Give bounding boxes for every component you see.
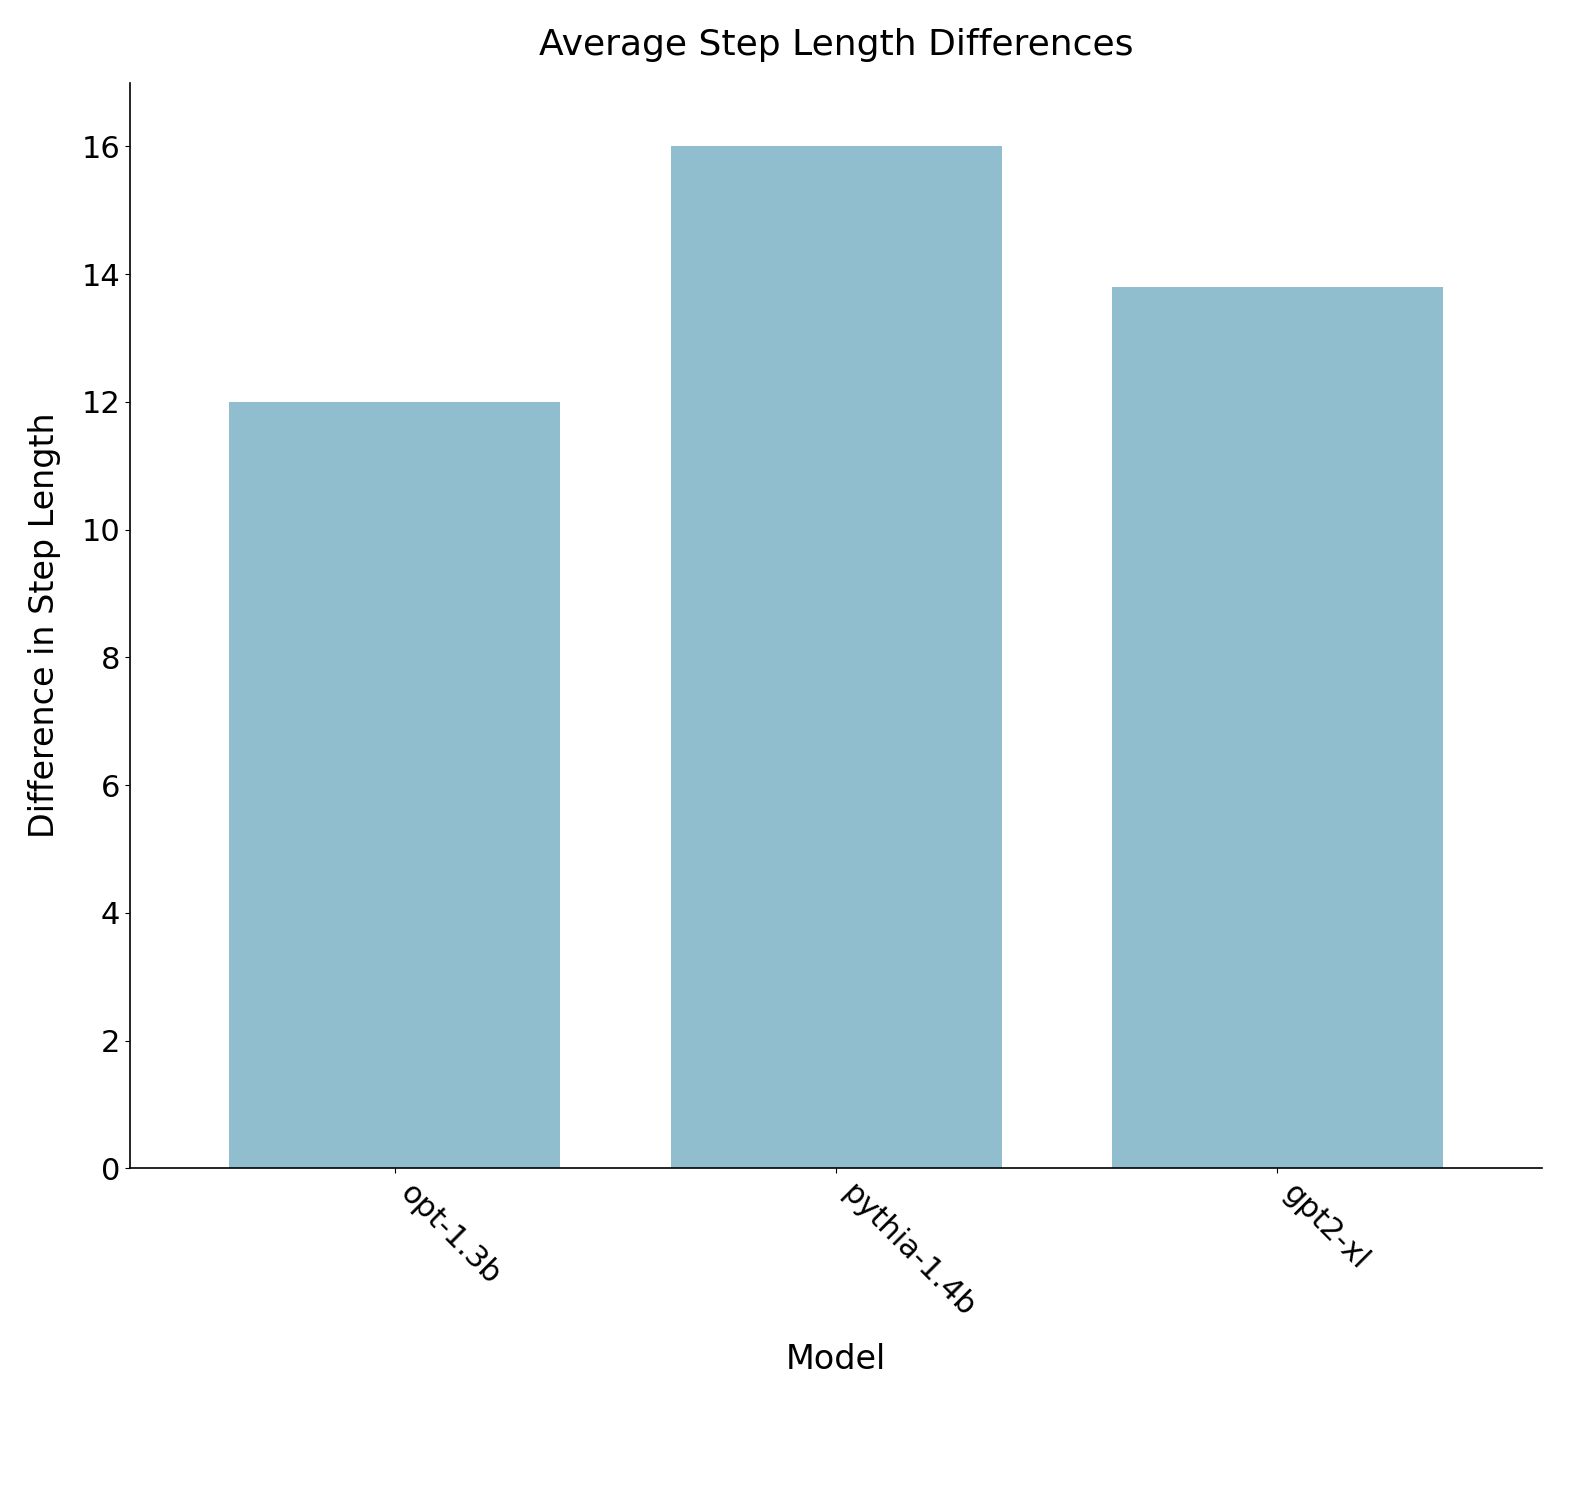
Y-axis label: Difference in Step Length: Difference in Step Length xyxy=(28,412,61,839)
X-axis label: Model: Model xyxy=(787,1344,887,1377)
Bar xyxy=(229,401,560,1168)
Title: Average Step Length Differences: Average Step Length Differences xyxy=(539,28,1134,61)
Bar xyxy=(670,147,1002,1168)
Bar xyxy=(1112,288,1443,1168)
